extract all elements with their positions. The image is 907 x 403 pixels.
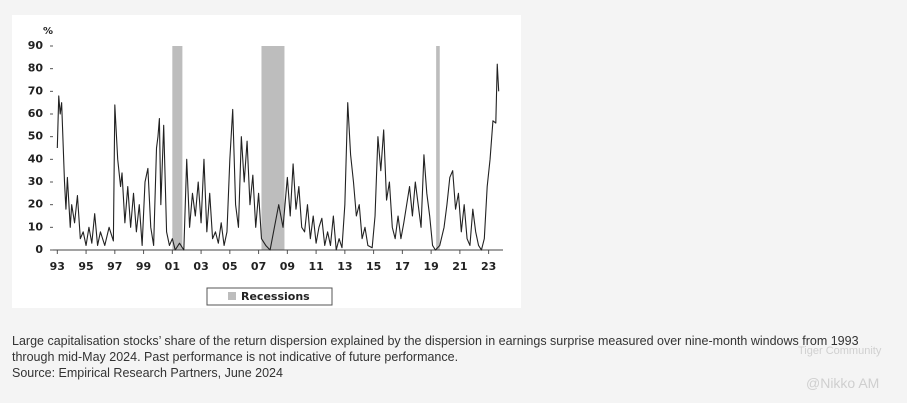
watermark: Tiger Community (798, 345, 882, 357)
legend-label: Recessions (241, 290, 310, 303)
x-tick-label: 07 (251, 260, 266, 273)
y-tick-label: 80 (28, 62, 44, 75)
x-tick-label: 13 (337, 260, 352, 273)
x-tick-label: 03 (193, 260, 208, 273)
y-tick-label: 20 (28, 198, 44, 211)
caption-line: through mid-May 2024. Past performance i… (12, 350, 459, 364)
data-line (56, 63, 500, 251)
x-tick-label: 95 (78, 260, 93, 273)
x-tick-label: 97 (107, 260, 122, 273)
x-tick-label: 11 (308, 260, 323, 273)
y-tick-label: 50 (28, 130, 44, 143)
legend-box (206, 287, 333, 306)
watermark: @Nikko AM (806, 375, 880, 391)
y-tick-label: 90 (28, 39, 44, 52)
caption: Large capitalisation stocks’ share of th… (12, 333, 859, 381)
x-tick-label: 19 (423, 260, 438, 273)
chart: % 0 10 20 30 40 50 60 70 80 90 93 95 97 99 01 03 05 07 09 1… (12, 15, 521, 308)
y-tick-label: 30 (28, 175, 44, 188)
recession-band (172, 46, 183, 250)
y-tick-label: 60 (28, 107, 44, 120)
y-tick-label: 40 (28, 152, 44, 165)
recession-band (261, 46, 285, 250)
x-tick-label: 05 (222, 260, 237, 273)
x-tick-label: 21 (452, 260, 467, 273)
x-tick-label: 17 (395, 260, 410, 273)
y-tick-label: 0 (35, 243, 43, 256)
x-tick-label: 09 (280, 260, 295, 273)
x-tick-label: 93 (50, 260, 65, 273)
y-unit: % (43, 26, 53, 37)
y-tick-label: 70 (28, 84, 44, 97)
recession-band (436, 46, 440, 250)
legend-swatch (228, 292, 236, 300)
x-tick-label: 23 (481, 260, 496, 273)
x-tick-label: 01 (165, 260, 180, 273)
x-tick-label: 15 (366, 260, 381, 273)
y-tick-label: 10 (28, 220, 44, 233)
caption-line: Source: Empirical Research Partners, Jun… (12, 366, 283, 380)
x-tick-label: 99 (136, 260, 151, 273)
caption-line: Large capitalisation stocks’ share of th… (12, 334, 859, 348)
